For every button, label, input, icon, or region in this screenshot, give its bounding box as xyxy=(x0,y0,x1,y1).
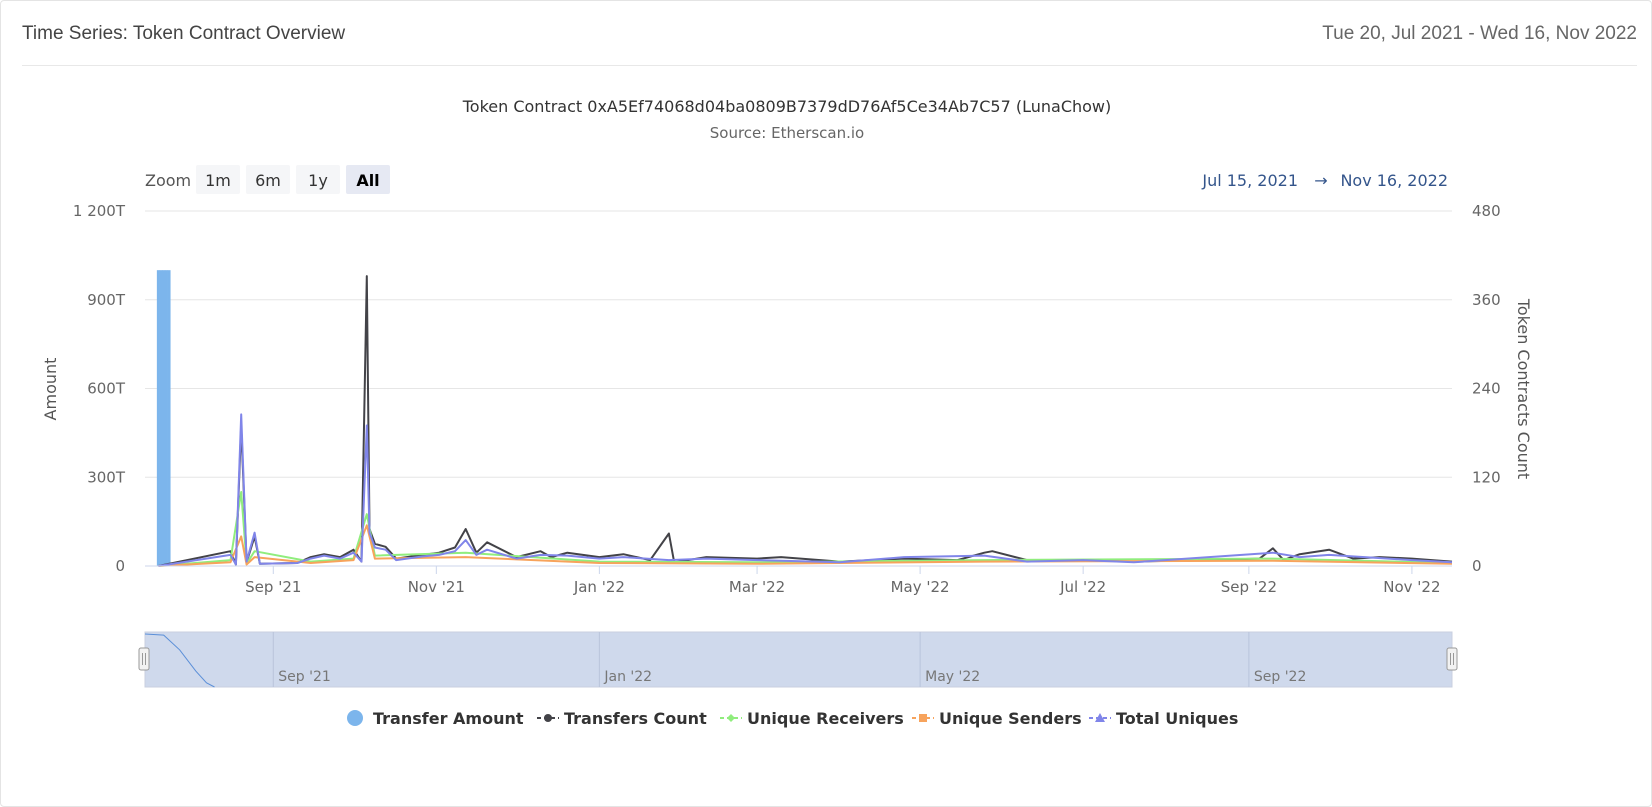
y-right-tick-label: 480 xyxy=(1472,202,1501,220)
legend-label: Transfer Amount xyxy=(373,709,524,728)
zoom-button-1y-label: 1y xyxy=(308,171,328,190)
y-left-tick-label: 0 xyxy=(115,557,125,575)
zoom-button-6m-label: 6m xyxy=(255,171,281,190)
legend-marker xyxy=(544,714,552,722)
bar[interactable] xyxy=(167,270,171,566)
navigator[interactable]: Sep '21 Jan '22 May '22 Sep '22 xyxy=(138,631,1458,688)
zoom-label: Zoom xyxy=(145,171,191,190)
zoom-button-6m[interactable]: 6m xyxy=(246,165,290,194)
range-from-input[interactable]: Jul 15, 2021 xyxy=(1201,171,1298,190)
navigator-series xyxy=(144,633,215,688)
y-axis-right-ticks: 0 120 240 360 480 xyxy=(1472,202,1501,575)
x-tick-label: May '22 xyxy=(891,578,950,596)
legend-symbol xyxy=(347,710,363,726)
card-divider xyxy=(22,65,1637,66)
x-tick-label: Mar '22 xyxy=(729,578,785,596)
legend-item-unique-receivers[interactable]: Unique Receivers xyxy=(720,709,904,728)
legend-label: Transfers Count xyxy=(564,709,707,728)
bar[interactable] xyxy=(164,270,168,566)
y-axis-left-ticks: 0 300T 600T 900T 1 200T xyxy=(73,202,126,575)
navigator-tick-label: Jan '22 xyxy=(603,669,652,685)
x-tick-label: Sep '22 xyxy=(1221,578,1277,596)
card-date-range: Tue 20, Jul 2021 - Wed 16, Nov 2022 xyxy=(1322,23,1637,44)
series-line[interactable] xyxy=(158,413,1453,567)
y-right-tick-label: 360 xyxy=(1472,291,1501,309)
range-arrow: → xyxy=(1314,171,1327,190)
navigator-grid xyxy=(272,632,1250,687)
y-left-tick-label: 600T xyxy=(87,380,126,398)
navigator-tick-label: Sep '22 xyxy=(1254,669,1307,685)
legend-marker xyxy=(727,714,735,722)
legend-label: Unique Senders xyxy=(939,709,1082,728)
y-right-tick-label: 120 xyxy=(1472,468,1501,486)
x-tick-label: Nov '21 xyxy=(408,578,465,596)
y-left-tick-label: 300T xyxy=(87,468,126,486)
series-line[interactable] xyxy=(158,275,1453,567)
legend-label: Total Uniques xyxy=(1116,709,1238,728)
bar[interactable] xyxy=(162,270,166,566)
y-axis-left-label: Amount xyxy=(41,358,60,421)
x-tick-label: Sep '21 xyxy=(245,578,301,596)
zoom-button-1m[interactable]: 1m xyxy=(196,165,240,194)
navigator-ticks: Sep '21 Jan '22 May '22 Sep '22 xyxy=(278,669,1306,685)
chart-subtitle: Source: Etherscan.io xyxy=(710,124,864,142)
y-left-tick-label: 1 200T xyxy=(73,202,126,220)
plot-area[interactable] xyxy=(156,270,1453,567)
x-tick-label: Jul '22 xyxy=(1059,578,1106,596)
navigator-tick-label: May '22 xyxy=(925,669,980,685)
bar[interactable] xyxy=(159,270,163,566)
x-tick-label: Nov '22 xyxy=(1383,578,1440,596)
navigator-handle-left[interactable] xyxy=(138,647,150,671)
zoom-button-1m-label: 1m xyxy=(205,171,231,190)
legend-label: Unique Receivers xyxy=(747,709,904,728)
zoom-button-1y[interactable]: 1y xyxy=(296,165,340,194)
y-right-tick-label: 240 xyxy=(1472,380,1501,398)
chart-title: Token Contract 0xA5Ef74068d04ba0809B7379… xyxy=(462,97,1112,116)
y-left-tick-label: 900T xyxy=(87,291,126,309)
series-unique-senders[interactable] xyxy=(158,524,1453,567)
legend-marker xyxy=(1095,713,1105,722)
grid-lines xyxy=(145,210,1452,478)
legend-item-total-uniques[interactable]: Total Uniques xyxy=(1089,709,1238,728)
series-line[interactable] xyxy=(158,491,1453,567)
range-to-input[interactable]: Nov 16, 2022 xyxy=(1340,171,1448,190)
legend-item-transfers-count[interactable]: Transfers Count xyxy=(537,709,707,728)
series-unique-receivers[interactable] xyxy=(158,491,1453,567)
zoom-button-all[interactable]: All xyxy=(346,165,390,194)
series-transfer-amount[interactable] xyxy=(156,270,171,566)
series-transfers-count[interactable] xyxy=(158,275,1453,567)
card-title: Time Series: Token Contract Overview xyxy=(22,23,346,44)
legend-marker xyxy=(919,714,927,722)
legend-item-unique-senders[interactable]: Unique Senders xyxy=(912,709,1082,728)
y-axis-right-label: Token Contracts Count xyxy=(1514,298,1533,479)
navigator-tick-label: Sep '21 xyxy=(278,669,331,685)
y-right-tick-label: 0 xyxy=(1472,557,1482,575)
series-total-uniques[interactable] xyxy=(158,413,1453,567)
x-axis-ticks: Sep '21 Nov '21 Jan '22 Mar '22 May '22 Jul '… xyxy=(245,566,1441,596)
navigator-handle-right[interactable] xyxy=(1446,647,1458,671)
legend: Transfer Amount Transfers Count Unique Rec… xyxy=(347,709,1238,728)
series-line[interactable] xyxy=(158,524,1453,567)
bar[interactable] xyxy=(156,270,160,566)
zoom-button-all-label: All xyxy=(356,171,379,190)
legend-item-transfer-amount[interactable]: Transfer Amount xyxy=(347,709,524,728)
x-tick-label: Jan '22 xyxy=(573,578,625,596)
